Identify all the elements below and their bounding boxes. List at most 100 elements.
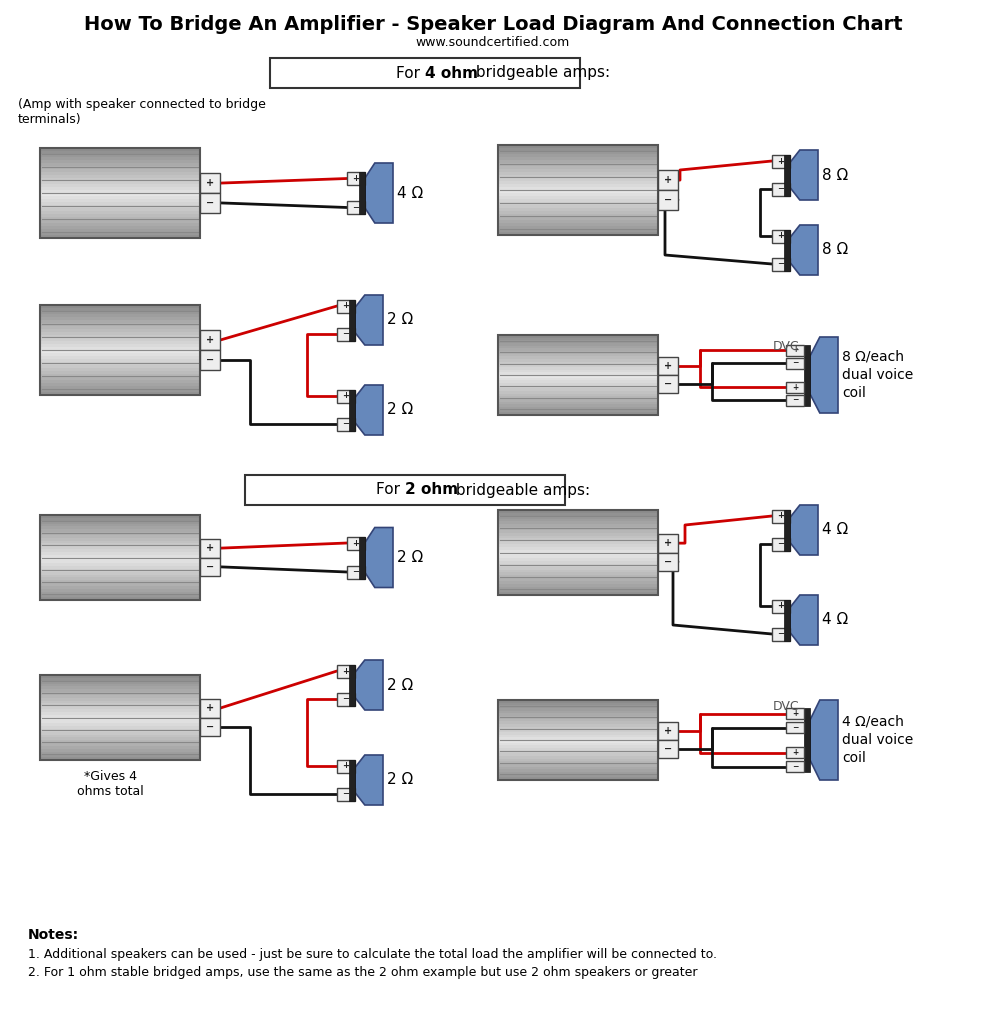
Bar [498,214,658,217]
Bar [658,740,678,758]
Bar [40,151,200,155]
Bar [498,564,658,567]
Bar [786,357,804,369]
Bar [498,761,658,765]
Polygon shape [365,527,393,588]
Bar [40,566,200,569]
Bar [40,541,200,544]
Bar [40,229,200,232]
Bar [498,211,658,214]
Bar [498,413,658,416]
Bar [498,346,658,349]
Bar [347,537,365,550]
Bar [498,527,658,530]
Bar [498,518,658,522]
Bar [498,232,658,236]
Text: −: − [206,722,214,732]
Bar [772,628,790,640]
Bar [498,592,658,596]
Bar [498,772,658,775]
Text: −: − [664,379,672,389]
Bar [498,145,658,148]
Bar [40,341,200,344]
Bar [498,145,658,234]
Bar [498,532,658,536]
Bar [40,211,200,214]
Bar [337,389,355,402]
Bar [498,220,658,223]
Bar [40,323,200,327]
Bar [498,536,658,539]
Text: 2 Ω: 2 Ω [397,550,423,565]
Text: 4 Ω/each
dual voice
coil: 4 Ω/each dual voice coil [842,715,913,765]
Bar [40,157,200,161]
Bar [40,745,200,750]
Text: 4 Ω: 4 Ω [397,185,423,201]
Bar [498,584,658,587]
Bar [40,544,200,547]
Bar [498,148,658,152]
Bar [498,764,658,767]
Bar [498,370,658,373]
Bar [498,388,658,391]
Bar [498,375,658,378]
Text: −: − [206,355,214,365]
Bar [498,587,658,590]
Bar [40,148,200,152]
Bar [498,391,658,394]
Bar [337,787,355,801]
Bar [498,724,658,727]
Bar [349,665,355,706]
Text: 8 Ω: 8 Ω [822,168,848,182]
Bar [772,538,790,551]
Bar [349,389,355,430]
Bar [40,589,200,592]
Bar [498,410,658,413]
Bar [200,173,220,193]
Text: +: + [778,601,785,610]
Bar [40,569,200,572]
Bar [40,675,200,760]
Bar [786,746,804,758]
Bar [498,380,658,384]
Bar [40,202,200,206]
Bar [200,718,220,736]
Bar [498,348,658,351]
Bar [40,700,200,703]
Bar [40,520,200,524]
Bar [658,375,678,392]
Bar [772,182,790,196]
Bar [498,196,658,200]
Bar [40,749,200,752]
Bar [40,154,200,158]
Bar [40,329,200,333]
Text: −: − [792,395,799,404]
Text: 2. For 1 ohm stable bridged amps, use the same as the 2 ohm example but use 2 oh: 2. For 1 ohm stable bridged amps, use th… [28,966,697,979]
Bar [498,754,658,757]
Bar [498,166,658,170]
Bar [40,729,200,732]
Text: +: + [342,667,349,676]
Bar [498,553,658,556]
Bar [40,703,200,707]
Text: 2 ohm: 2 ohm [405,482,458,498]
Polygon shape [790,225,818,275]
Text: +: + [792,748,798,757]
Text: −: − [778,184,785,194]
Bar [40,311,200,314]
Bar [498,544,658,548]
Text: −: − [342,330,349,339]
Bar [498,399,658,402]
Bar [40,234,200,239]
Bar [40,560,200,563]
Bar [498,769,658,772]
Text: +: + [206,543,214,553]
Text: −: − [778,259,785,268]
Bar [658,190,678,210]
Text: +: + [664,175,672,185]
Bar [498,223,658,226]
Bar [498,217,658,220]
Bar [40,383,200,386]
Bar [498,378,658,381]
Bar [498,732,658,735]
